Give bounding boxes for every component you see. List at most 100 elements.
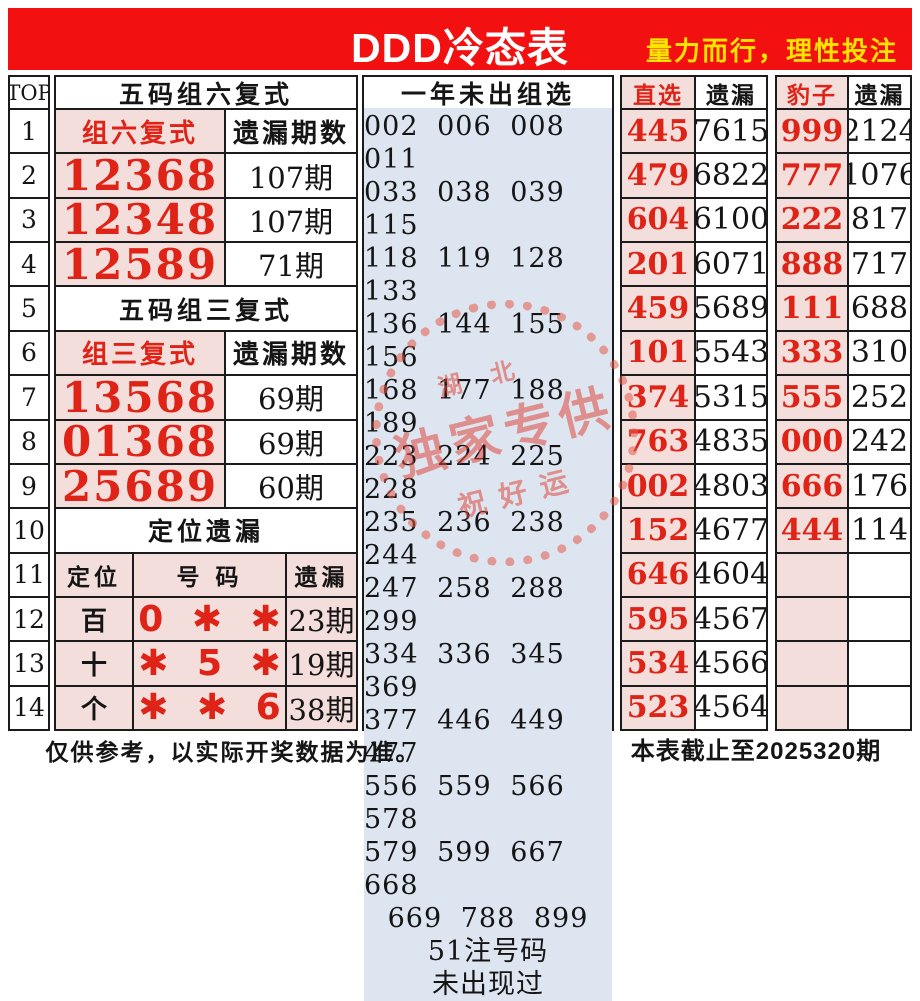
group6-miss: 107期 — [224, 198, 356, 242]
zhixuan-miss: 5689 — [694, 287, 766, 330]
absent-line: 033 038 039 115 — [364, 177, 565, 241]
absent-count-note: 51注号码 — [427, 936, 549, 967]
baozi-miss: 310 — [847, 331, 910, 375]
zhixuan-value: 646 — [622, 553, 694, 596]
zhixuan-value: 534 — [622, 642, 694, 685]
group3-number: 13568 — [56, 376, 224, 419]
group3-number: 25689 — [56, 464, 224, 508]
zhixuan-value: 101 — [622, 331, 694, 375]
zhixuan-miss: 4567 — [694, 597, 766, 641]
top-row-10: 10 — [13, 515, 45, 545]
baozi-value — [777, 642, 847, 685]
miss-period-label: 遗漏期数 — [224, 331, 356, 375]
top-row-6: 6 — [21, 338, 37, 368]
group3-miss: 69期 — [224, 420, 356, 463]
absent-line: 247 258 288 299 — [364, 573, 565, 637]
zhixuan-miss: 6071 — [694, 243, 766, 286]
top-row-12: 12 — [13, 604, 45, 634]
top-row-5: 5 — [21, 294, 37, 324]
zhixuan-miss: 6822 — [694, 154, 766, 197]
group6-number: 12348 — [56, 198, 224, 242]
group6-number: 12368 — [56, 154, 224, 197]
group6-miss: 71期 — [224, 243, 356, 286]
baozi-miss — [847, 597, 910, 641]
absent-groups-list: 002 006 008 011 033 038 039 115 118 119 … — [364, 108, 612, 1001]
direct-selection-table: 直选 遗漏 445 7615 479 6822 604 6100 201 6071 45… — [620, 75, 768, 731]
baozi-value: 111 — [777, 287, 847, 330]
absent-line: 334 336 345 369 — [364, 639, 565, 703]
baozi-header: 豹子 — [777, 77, 847, 108]
baozi-miss: 114 — [847, 509, 910, 552]
baozi-miss-header: 遗漏 — [847, 77, 910, 108]
absent-line: 669 788 899 — [387, 903, 589, 934]
baozi-value — [777, 597, 847, 641]
top-row-4: 4 — [21, 249, 37, 279]
baozi-miss: 242 — [847, 420, 910, 463]
disclaimer-text: 仅供参考，以实际开奖数据为准。 — [45, 739, 421, 766]
position-pattern: ✱ ✱ 6 — [132, 686, 285, 730]
zhixuan-value: 201 — [622, 243, 694, 286]
baozi-miss — [847, 642, 910, 685]
miss-period-label: 遗漏期数 — [224, 110, 356, 153]
zhixuan-miss: 4604 — [694, 553, 766, 596]
group3-miss: 60期 — [224, 464, 356, 508]
absent-groups-title: 一年未出组选 — [400, 79, 575, 109]
position-units: 个 — [56, 686, 132, 730]
baozi-value — [777, 553, 847, 596]
top-row-1: 1 — [21, 116, 37, 146]
position-col-header: 定位 — [56, 553, 132, 596]
page-title: DDD冷态表 — [351, 25, 569, 71]
zhixuan-miss-header: 遗漏 — [694, 77, 766, 108]
baozi-value: 999 — [777, 110, 847, 153]
baozi-miss: 1076 — [847, 154, 910, 197]
absent-line: 579 599 667 668 — [364, 837, 565, 901]
baozi-value: 444 — [777, 509, 847, 552]
baozi-miss: 176 — [847, 464, 910, 508]
zhixuan-value: 374 — [622, 376, 694, 419]
five-code-table: 五码组六复式 组六复式 遗漏期数 12368 107期 12348 107期 1… — [54, 75, 358, 731]
position-tens: 十 — [56, 642, 132, 685]
absent-note: 未出现过 — [432, 969, 544, 1000]
zhixuan-value: 595 — [622, 597, 694, 641]
position-miss: 19期 — [285, 642, 356, 685]
zhixuan-value: 002 — [622, 464, 694, 508]
zhixuan-miss: 4835 — [694, 420, 766, 463]
top-header: TOP — [10, 80, 48, 105]
position-pattern: 0 ✱ ✱ — [132, 597, 285, 641]
group3-label: 组三复式 — [56, 331, 224, 375]
baozi-value: 666 — [777, 464, 847, 508]
group3-miss: 69期 — [224, 376, 356, 419]
banner-slogan: 量力而行，理性投注 — [645, 36, 898, 66]
group6-number: 12589 — [56, 243, 224, 286]
absent-line: 002 006 008 011 — [364, 111, 565, 175]
baozi-value: 888 — [777, 243, 847, 286]
baozi-value: 777 — [777, 154, 847, 197]
absent-line: 235 236 238 244 — [364, 507, 565, 571]
position-hundreds: 百 — [56, 597, 132, 641]
group3-section-title: 五码组三复式 — [118, 295, 293, 325]
baozi-value — [777, 686, 847, 730]
position-miss: 23期 — [285, 597, 356, 641]
baozi-miss: 717 — [847, 243, 910, 286]
top-index-column: TOP 1 2 3 4 5 6 7 8 9 10 11 12 13 14 — [8, 75, 50, 731]
top-row-14: 14 — [13, 693, 45, 723]
zhixuan-miss: 4677 — [694, 509, 766, 552]
group6-section-title: 五码组六复式 — [118, 79, 293, 109]
position-miss: 38期 — [285, 686, 356, 730]
baozi-miss: 817 — [847, 198, 910, 242]
top-row-11: 11 — [13, 560, 45, 590]
absent-line: 118 119 128 133 — [364, 243, 565, 307]
position-pattern: ✱ 5 ✱ — [132, 642, 285, 685]
position-section-title: 定位遗漏 — [147, 517, 264, 547]
top-row-13: 13 — [13, 648, 45, 678]
zhixuan-miss: 7615 — [694, 110, 766, 153]
absent-groups-panel: 一年未出组选 002 006 008 011 033 038 039 115 1… — [362, 75, 614, 1001]
top-row-3: 3 — [21, 205, 37, 235]
top-row-8: 8 — [21, 427, 37, 457]
zhixuan-miss: 4564 — [694, 686, 766, 730]
zhixuan-value: 523 — [622, 686, 694, 730]
absent-line: 377 446 449 477 — [364, 705, 565, 769]
zhixuan-miss: 4803 — [694, 464, 766, 508]
zhixuan-miss: 4566 — [694, 642, 766, 685]
zhixuan-value: 445 — [622, 110, 694, 153]
